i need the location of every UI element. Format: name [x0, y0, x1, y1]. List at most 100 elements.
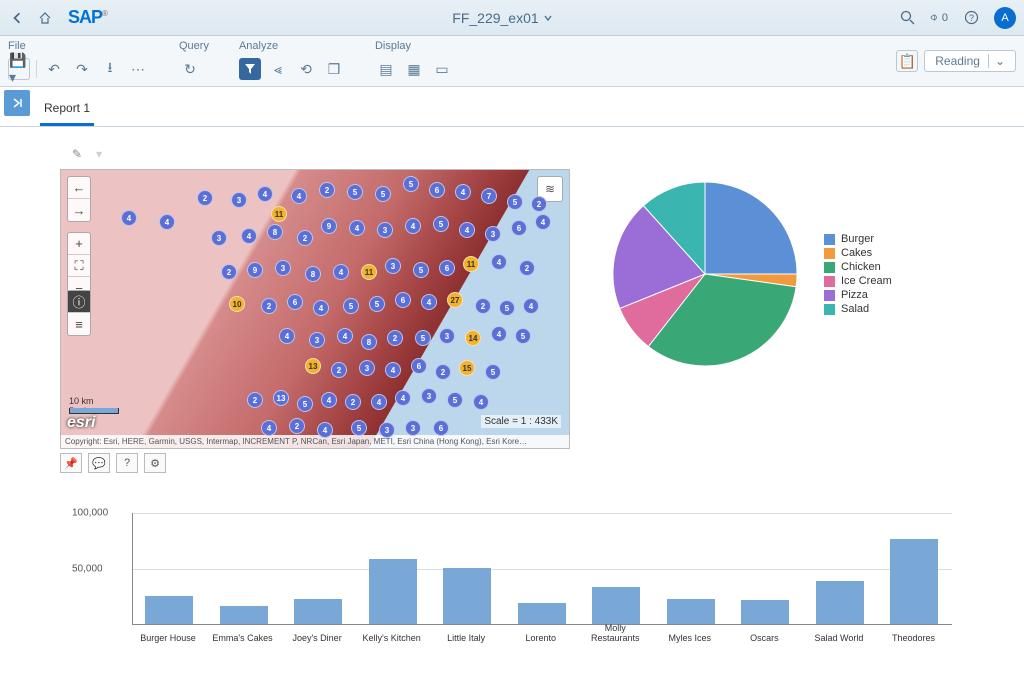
bar[interactable]: [741, 600, 789, 624]
map-cluster-dot[interactable]: 5: [499, 300, 515, 316]
map-cluster-dot[interactable]: 4: [473, 394, 489, 410]
map-cluster-dot[interactable]: 4: [333, 264, 349, 280]
map-cluster-dot[interactable]: 4: [313, 300, 329, 316]
map-cluster-dot[interactable]: 2: [319, 182, 335, 198]
map-cluster-dot[interactable]: 4: [455, 184, 471, 200]
map-cluster-dot[interactable]: 27: [447, 292, 463, 308]
map-cluster-dot[interactable]: 3: [385, 258, 401, 274]
map-cluster-dot[interactable]: 3: [359, 360, 375, 376]
map-cluster-dot[interactable]: 4: [317, 422, 333, 438]
map-cluster-dot[interactable]: 5: [447, 392, 463, 408]
map-cluster-dot[interactable]: 2: [297, 230, 313, 246]
map-cluster-dot[interactable]: 3: [231, 192, 247, 208]
map-cluster-dot[interactable]: 4: [405, 218, 421, 234]
map-cluster-dot[interactable]: 5: [375, 186, 391, 202]
map-cluster-dot[interactable]: 2: [261, 298, 277, 314]
map-cluster-dot[interactable]: 4: [523, 298, 539, 314]
map-list-icon[interactable]: ≡: [68, 313, 90, 335]
map-cluster-dot[interactable]: 4: [395, 390, 411, 406]
map-cluster-dot[interactable]: 4: [257, 186, 273, 202]
map-cluster-dot[interactable]: 5: [297, 396, 313, 412]
history-icon[interactable]: ⟲: [295, 58, 317, 80]
map-cluster-dot[interactable]: 5: [403, 176, 419, 192]
megaphone-icon[interactable]: 0: [930, 9, 948, 27]
bar[interactable]: [890, 539, 938, 624]
map-cluster-dot[interactable]: 11: [463, 256, 479, 272]
cube-icon[interactable]: ❒: [323, 58, 345, 80]
map-cluster-dot[interactable]: 8: [305, 266, 321, 282]
map-cluster-dot[interactable]: 6: [287, 294, 303, 310]
map-cluster-dot[interactable]: 9: [321, 218, 337, 234]
bar-chart[interactable]: 50,000100,000Burger HouseEmma's CakesJoe…: [72, 513, 952, 643]
map-comment-icon[interactable]: 💬: [88, 453, 110, 473]
map-cluster-dot[interactable]: 5: [351, 420, 367, 436]
reading-mode-button[interactable]: Reading ⌄: [924, 50, 1016, 72]
pie-slice[interactable]: [705, 182, 797, 274]
help-icon[interactable]: ?: [962, 9, 980, 27]
bar[interactable]: [667, 599, 715, 624]
map-cluster-dot[interactable]: 4: [491, 326, 507, 342]
legend-item[interactable]: Ice Cream: [824, 275, 892, 287]
map-cluster-dot[interactable]: 4: [241, 228, 257, 244]
map-cluster-dot[interactable]: 3: [405, 420, 421, 436]
map-pan-right-icon[interactable]: →: [68, 199, 90, 221]
refresh-icon[interactable]: ↻: [179, 58, 201, 80]
fullscreen-icon[interactable]: ▭: [431, 58, 453, 80]
bar[interactable]: [816, 581, 864, 624]
map-cluster-dot[interactable]: 2: [531, 196, 547, 212]
map-zoom-in-icon[interactable]: +: [68, 233, 90, 255]
bar[interactable]: [592, 587, 640, 624]
map-cluster-dot[interactable]: 2: [197, 190, 213, 206]
map-cluster-dot[interactable]: 6: [433, 420, 449, 436]
map-cluster-dot[interactable]: 4: [349, 220, 365, 236]
map-cluster-dot[interactable]: 3: [421, 388, 437, 404]
bar[interactable]: [518, 603, 566, 624]
map-cluster-dot[interactable]: 4: [159, 214, 175, 230]
map-cluster-dot[interactable]: 8: [361, 334, 377, 350]
legend-item[interactable]: Salad: [824, 303, 892, 315]
undo-icon[interactable]: ↶: [43, 58, 65, 80]
geo-map[interactable]: ← → + ⛶ − ⓘ ≡ ≋ 10 km 5 mi Sca: [60, 169, 570, 449]
map-cluster-dot[interactable]: 4: [491, 254, 507, 270]
map-cluster-dot[interactable]: 5: [343, 298, 359, 314]
map-cluster-dot[interactable]: 3: [379, 422, 395, 438]
save-dropdown-icon[interactable]: 💾▾: [8, 58, 30, 80]
filter-icon[interactable]: [239, 58, 261, 80]
map-cluster-dot[interactable]: 5: [507, 194, 523, 210]
user-avatar[interactable]: A: [994, 7, 1016, 29]
document-title-dropdown[interactable]: FF_229_ex01: [452, 10, 552, 26]
map-cluster-dot[interactable]: 2: [387, 330, 403, 346]
layout-1-icon[interactable]: ▤: [375, 58, 397, 80]
map-cluster-dot[interactable]: 4: [371, 394, 387, 410]
legend-item[interactable]: Chicken: [824, 261, 892, 273]
map-cluster-dot[interactable]: 2: [345, 394, 361, 410]
search-icon[interactable]: [898, 9, 916, 27]
more-icon[interactable]: ⋯: [127, 58, 149, 80]
map-cluster-dot[interactable]: 6: [395, 292, 411, 308]
map-cluster-dot[interactable]: 3: [439, 328, 455, 344]
map-cluster-dot[interactable]: 5: [413, 262, 429, 278]
map-cluster-dot[interactable]: 4: [535, 214, 551, 230]
bar[interactable]: [220, 606, 268, 624]
map-cluster-dot[interactable]: 2: [475, 298, 491, 314]
map-cluster-dot[interactable]: 8: [267, 224, 283, 240]
map-cluster-dot[interactable]: 2: [331, 362, 347, 378]
map-cluster-dot[interactable]: 5: [369, 296, 385, 312]
expand-all-icon[interactable]: ⪡: [267, 58, 289, 80]
map-cluster-dot[interactable]: 2: [247, 392, 263, 408]
bar[interactable]: [145, 596, 193, 624]
map-cluster-dot[interactable]: 4: [121, 210, 137, 226]
map-cluster-dot[interactable]: 3: [485, 226, 501, 242]
map-cluster-dot[interactable]: 11: [271, 206, 287, 222]
map-cluster-dot[interactable]: 5: [415, 330, 431, 346]
clipboard-icon[interactable]: 📋: [896, 50, 918, 72]
map-cluster-dot[interactable]: 6: [439, 260, 455, 276]
map-cluster-dot[interactable]: 3: [309, 332, 325, 348]
map-cluster-dot[interactable]: 6: [511, 220, 527, 236]
map-settings-icon[interactable]: ⚙: [144, 453, 166, 473]
map-cluster-dot[interactable]: 3: [377, 222, 393, 238]
redo-icon[interactable]: ↷: [71, 58, 93, 80]
bar[interactable]: [294, 599, 342, 624]
map-cluster-dot[interactable]: 6: [429, 182, 445, 198]
bar[interactable]: [369, 559, 417, 624]
